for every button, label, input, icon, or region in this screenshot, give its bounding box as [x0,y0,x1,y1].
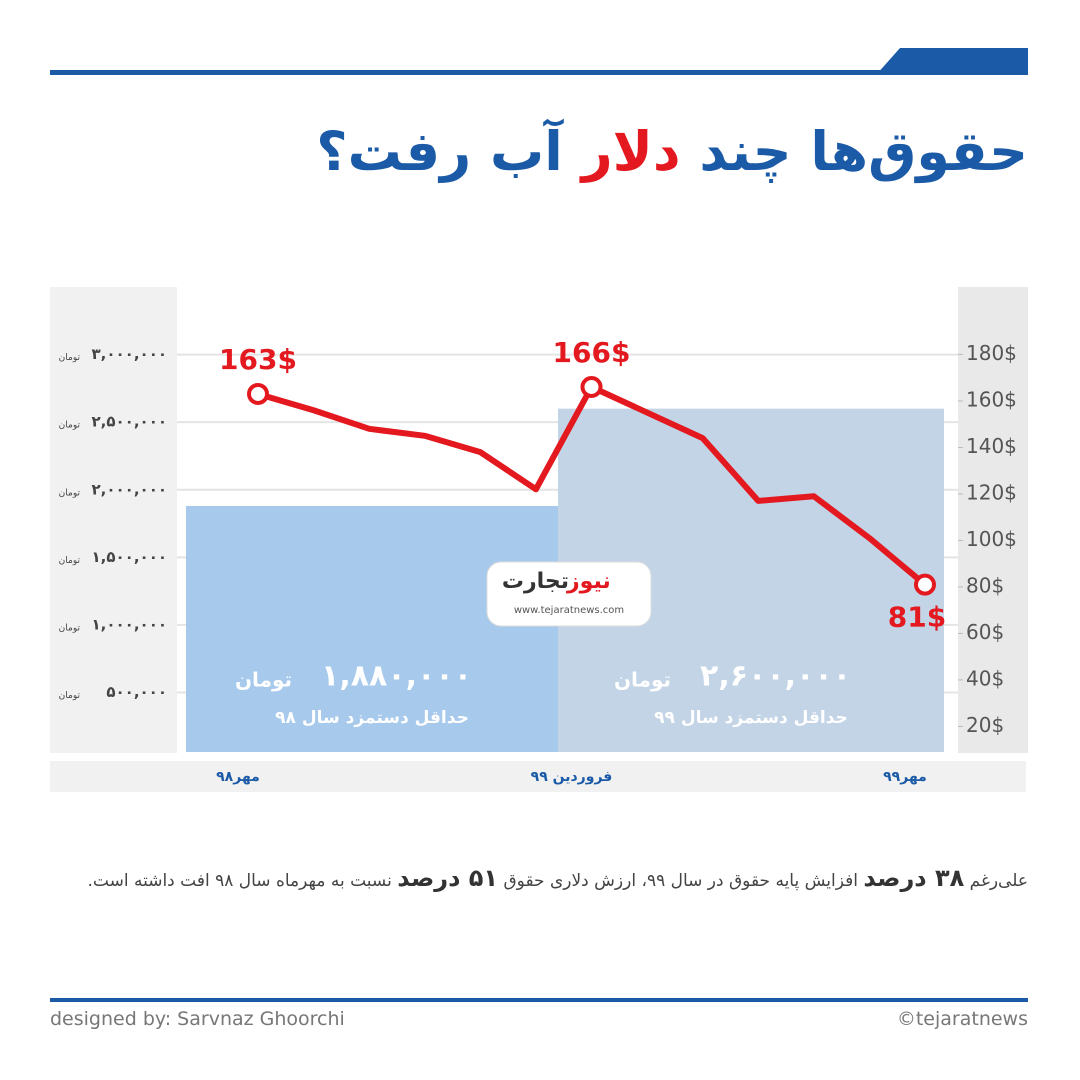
right-axis-panel [958,287,1028,753]
logo-url: www.tejaratnews.com [514,605,624,616]
logo-box [486,561,652,627]
x-tick-label: مهر۹۸ [216,769,260,785]
x-tick-label: مهر۹۹ [883,769,927,785]
y-tick-unit: تومان [59,488,81,498]
title-part: حقوق‌ها چند [699,120,1028,183]
marker [914,573,936,596]
y2-tick-label: 160$ [966,387,1017,411]
note-bold: ۳۸ درصد [863,864,965,892]
note-bold: ۵۱ درصد [397,864,499,892]
title-part: آب رفت؟ [316,120,563,183]
x-tick-label: فروردین ۹۹ [531,769,613,785]
bar-value-label: ۲,۶۰۰,۰۰۰ [700,659,851,694]
y2-tick-label: 20$ [966,713,1004,737]
y-tick-label: ۳,۰۰۰,۰۰۰ [92,345,167,363]
value-label: 166$ [553,336,631,369]
bar-label: حداقل دستمزد سال ۹۸ [275,708,469,728]
value-label: 81$ [888,601,946,634]
bar-label: حداقل دستمزد سال ۹۹ [654,708,848,728]
bar-unit: تومان [614,668,671,692]
credit: designed by: Sarvnaz Ghoorchi [50,1008,345,1030]
title-highlight: دلار [581,120,681,183]
top-tab [876,48,1028,75]
bar [186,505,558,752]
title: حقوق‌ها چند دلار آب رفت؟ [316,120,1028,183]
y-tick-unit: تومان [59,623,81,633]
note-text: علی‌رغم [964,871,1028,891]
y-tick-unit: تومان [59,421,81,431]
top-rule [50,70,1028,75]
y2-tick-label: 80$ [966,573,1004,597]
marker [247,382,269,405]
logo-name: تجارت [502,569,569,594]
y-tick-unit: تومان [59,556,81,566]
x-axis-band [50,761,1026,792]
marker [580,375,603,398]
y2-tick-label: 60$ [966,620,1004,644]
copyright: ©tejaratnews [896,1008,1028,1030]
y2-tick-label: 40$ [966,666,1004,690]
note-text: افزایش پایه حقوق در سال ۹۹، ارزش دلاری ح… [498,871,864,891]
y-tick-label: ۲,۵۰۰,۰۰۰ [92,413,167,431]
note-text: نسبت به مهرماه سال ۹۸ افت داشته است. [87,871,398,891]
chart-layer: ۵۰۰,۰۰۰ تومان ۱,۰۰۰,۰۰۰ تومان ۱,۵۰۰,۰۰۰ تومان… [59,336,1017,785]
y2-tick-label: 140$ [966,434,1017,458]
note: علی‌رغم ۳۸ درصد افزایش پایه حقوق در سال … [87,864,1028,892]
y-tick-unit: تومان [59,691,81,701]
value-label: 163$ [219,343,297,376]
bottom-rule [50,998,1028,1002]
y2-tick-label: 180$ [966,341,1017,365]
y-tick-label: ۱,۵۰۰,۰۰۰ [92,548,167,566]
y-tick-label: ۵۰۰,۰۰۰ [106,683,167,701]
bar-value-label: ۱,۸۸۰,۰۰۰ [321,659,472,694]
bar-unit: تومان [235,668,292,692]
y-tick-label: ۲,۰۰۰,۰۰۰ [92,480,167,498]
y-tick-label: ۱,۰۰۰,۰۰۰ [92,615,167,633]
y2-tick-label: 100$ [966,527,1017,551]
logo-name-accent: نیوز [566,569,611,594]
y2-tick-label: 120$ [966,480,1017,504]
y-tick-unit: تومان [59,353,81,363]
